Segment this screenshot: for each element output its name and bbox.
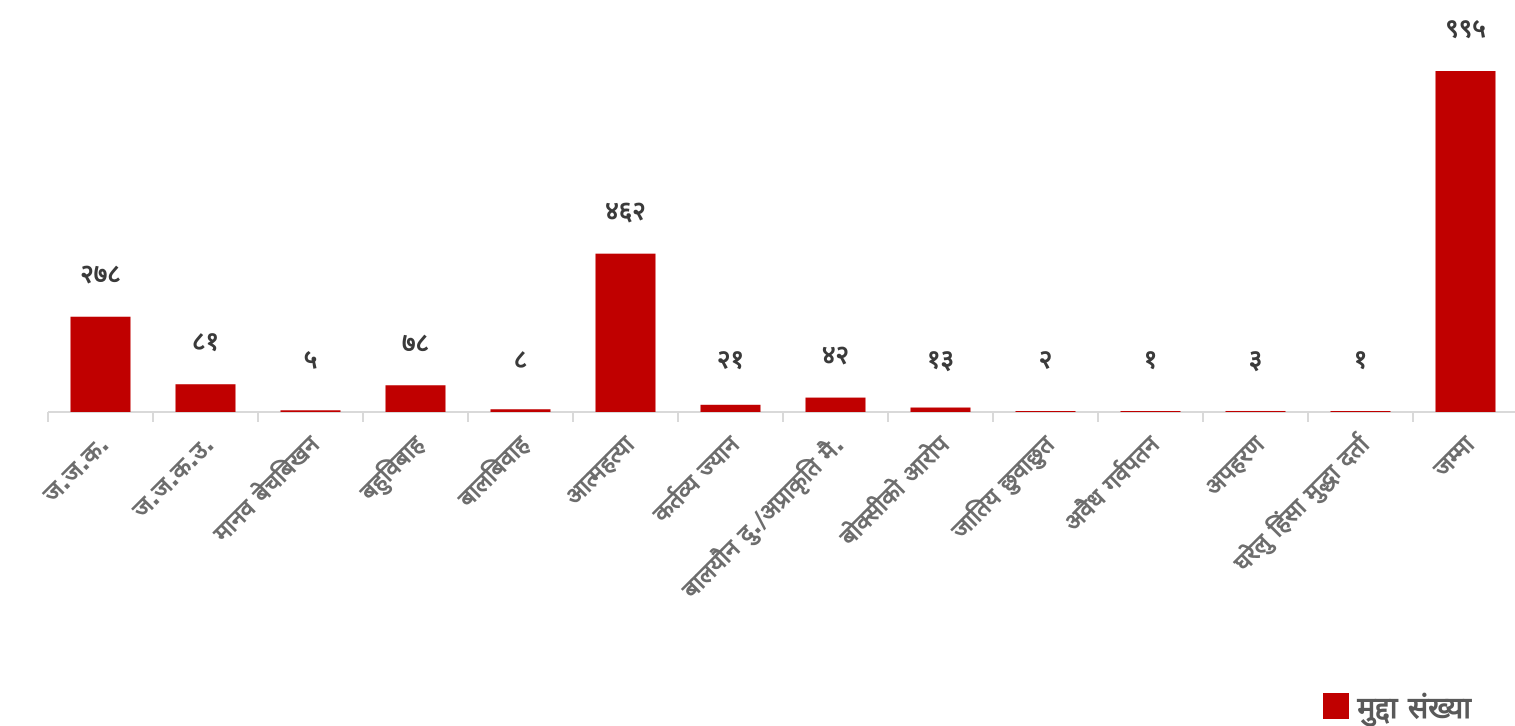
x-tick-label: बहुविबाह (354, 430, 433, 509)
bar (1120, 411, 1181, 412)
data-label: १३ (927, 345, 954, 375)
x-tick-label: कर्तव्य ज्यान (647, 429, 746, 528)
bar (490, 409, 551, 412)
x-tick-label: अपहरण (1199, 429, 1271, 501)
bar (175, 384, 236, 412)
x-tick-label: अवैध गर्वपतन (1058, 429, 1165, 536)
x-tick-label: जम्मा (1427, 430, 1480, 483)
x-tick-label: ज.ज.क.उ. (126, 430, 220, 524)
legend: मुद्दा संख्या (1323, 686, 1471, 726)
data-label: ५ (304, 345, 318, 375)
bar (385, 385, 446, 412)
x-tick-label: मानव बेचबिखन (207, 429, 326, 548)
data-label: १ (1354, 345, 1368, 375)
bar (1225, 410, 1286, 412)
x-tick-label: ज.ज.क. (37, 430, 115, 508)
data-label: ८ (514, 345, 528, 375)
data-label: ७८ (402, 328, 429, 358)
data-label: १ (1144, 345, 1158, 375)
data-label: ४६२ (605, 197, 646, 227)
x-tick-label: बालबिवाह (452, 430, 536, 514)
bar (1330, 411, 1391, 412)
data-label: २ (1039, 345, 1053, 375)
data-label: ३ (1249, 345, 1263, 375)
data-label: ४२ (822, 341, 849, 371)
bar (70, 316, 131, 412)
x-tick-label: आत्महत्या (560, 430, 641, 511)
bar (700, 404, 761, 412)
data-label: ८१ (192, 327, 219, 357)
data-label: २७८ (80, 260, 121, 290)
x-tick-label: जातिय छुवाछुत (945, 430, 1061, 546)
bar (805, 397, 866, 412)
bar (1435, 71, 1496, 412)
bar (280, 410, 341, 412)
data-label: २१ (717, 345, 744, 375)
bar (595, 253, 656, 412)
data-label: ९९५ (1445, 14, 1486, 44)
bar (910, 407, 971, 412)
bar (1015, 411, 1076, 412)
legend-label: मुद्दा संख्या (1357, 690, 1471, 726)
x-tick-label: बोक्सीको आरोप (833, 429, 955, 551)
legend-swatch (1323, 693, 1350, 719)
